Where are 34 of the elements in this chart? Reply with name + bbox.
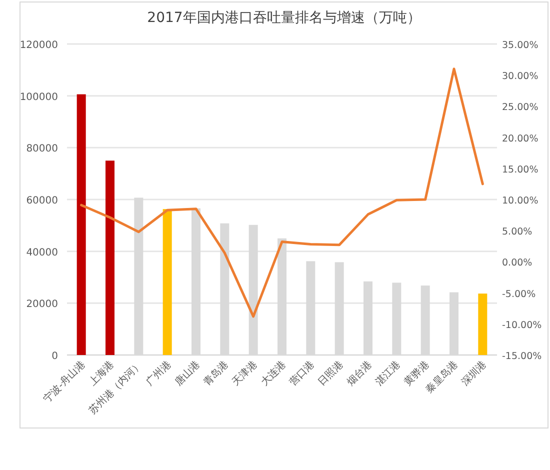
x-tick-label: 营口港 bbox=[287, 358, 317, 388]
y2-tick-label: 20.00% bbox=[502, 133, 538, 144]
bar bbox=[76, 94, 86, 355]
y2-tick-label: 25.00% bbox=[502, 102, 538, 114]
y2-tick-label: 35.00% bbox=[502, 40, 538, 51]
chart-title: 2017年国内港口吞吐量排名与增速（万吨） bbox=[147, 10, 421, 26]
line-series bbox=[80, 68, 484, 318]
x-tick-label: 湛江港 bbox=[373, 358, 403, 388]
y2-tick-label: 10.00% bbox=[502, 196, 538, 206]
x-tick-label: 天津港 bbox=[230, 358, 260, 388]
x-tick-label: 深圳港 bbox=[459, 358, 489, 388]
y-tick-label: 60000 bbox=[26, 196, 58, 206]
y-tick-label: 120000 bbox=[20, 40, 58, 51]
bar bbox=[106, 160, 114, 355]
y2-tick-label: 30.00% bbox=[502, 71, 538, 82]
y2-tick-label: 5.00% bbox=[502, 226, 532, 238]
bar bbox=[162, 209, 172, 355]
x-tick-label: 日照港 bbox=[316, 358, 346, 388]
x-tick-label: 大连港 bbox=[258, 358, 288, 388]
x-tick-label: 上海港 bbox=[86, 358, 116, 388]
x-tick-label: 青岛港 bbox=[201, 358, 231, 388]
y2-tick-label: 15.00% bbox=[502, 164, 538, 176]
x-tick-label: 广州港 bbox=[144, 358, 174, 388]
x-tick-label: 唐山港 bbox=[172, 358, 202, 388]
y-tick-label: 80000 bbox=[26, 144, 58, 155]
y2-tick-label: -15.00% bbox=[502, 351, 542, 362]
y2-tick-label: -10.00% bbox=[502, 320, 542, 331]
x-tick-label: 烟台港 bbox=[344, 358, 374, 388]
y2-tick-label: 0.00% bbox=[502, 258, 532, 269]
y-tick-label: 40000 bbox=[26, 247, 58, 258]
bar bbox=[478, 294, 488, 355]
y-tick-label: 20000 bbox=[26, 299, 58, 310]
y-tick-label: 100000 bbox=[20, 92, 58, 103]
y2-tick-label: -5.00% bbox=[502, 288, 536, 300]
